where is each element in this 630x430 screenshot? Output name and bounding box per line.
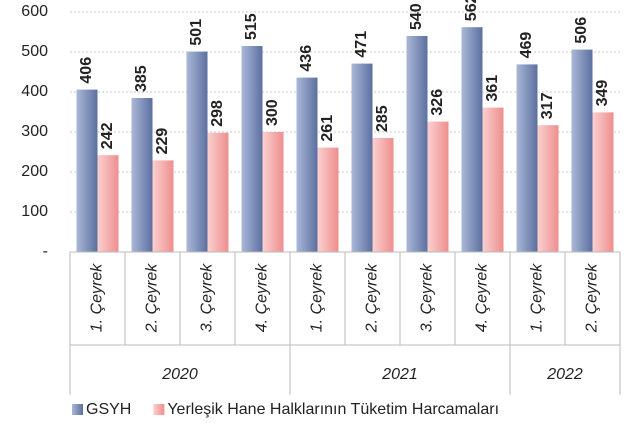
data-label: 406 [78,57,95,84]
bar [571,49,593,252]
bar [207,132,229,252]
bar [537,125,559,252]
data-label: 229 [154,128,171,155]
data-label: 242 [99,122,116,149]
y-tick-label: 600 [21,3,48,20]
year-label: 2022 [546,366,583,383]
bar [76,89,98,252]
data-label: 562 [463,0,480,21]
bar [516,64,538,253]
x-tick-label: 2. Çeyrek [584,263,601,333]
data-label: 261 [319,115,336,142]
bar [317,147,339,252]
data-label: 317 [539,92,556,119]
bar [186,51,208,252]
data-label: 326 [429,89,446,116]
bar [351,63,373,252]
bar [482,107,504,252]
data-label: 540 [408,3,425,30]
data-label: 298 [209,100,226,127]
y-tick-label: 300 [21,123,48,140]
year-label: 2020 [161,366,198,383]
bar [406,36,428,252]
x-tick-label: 2. Çeyrek [144,263,161,333]
data-label: 349 [594,80,611,107]
x-tick-label: 1. Çeyrek [529,263,546,332]
data-label: 469 [518,32,535,59]
legend-label: GSYH [86,401,131,418]
bar [427,121,449,252]
bar [296,77,318,252]
data-label: 300 [264,99,281,126]
data-label: 515 [243,13,260,40]
x-tick-label: 3. Çeyrek [419,263,436,332]
y-tick-label: 100 [21,203,48,220]
x-tick-label: 4. Çeyrek [254,263,271,332]
bar [152,160,174,252]
legend-swatch [72,404,83,415]
data-label: 506 [573,17,590,44]
x-tick-label: 1. Çeyrek [89,263,106,332]
bar [372,138,394,252]
bar [461,27,483,253]
x-tick-label: 1. Çeyrek [309,263,326,332]
data-label: 436 [298,45,315,72]
bar [262,132,284,252]
bar [241,46,263,252]
y-tick-label: 400 [21,83,48,100]
y-tick-label: - [43,243,48,260]
year-label: 2021 [381,366,418,383]
data-label: 385 [133,65,150,92]
x-tick-label: 3. Çeyrek [199,263,216,332]
data-label: 361 [484,75,501,102]
x-tick-label: 4. Çeyrek [474,263,491,332]
data-label: 501 [188,19,205,46]
bar [97,155,119,252]
data-label: 285 [374,105,391,132]
bar [592,112,614,253]
legend-label: Yerleşik Hane Halklarının Tüketim Harcam… [167,401,499,418]
y-tick-label: 200 [21,163,48,180]
data-label: 471 [353,31,370,58]
bar [131,98,153,252]
y-tick-label: 500 [21,43,48,60]
legend-swatch [153,404,165,415]
x-tick-label: 2. Çeyrek [364,263,381,333]
